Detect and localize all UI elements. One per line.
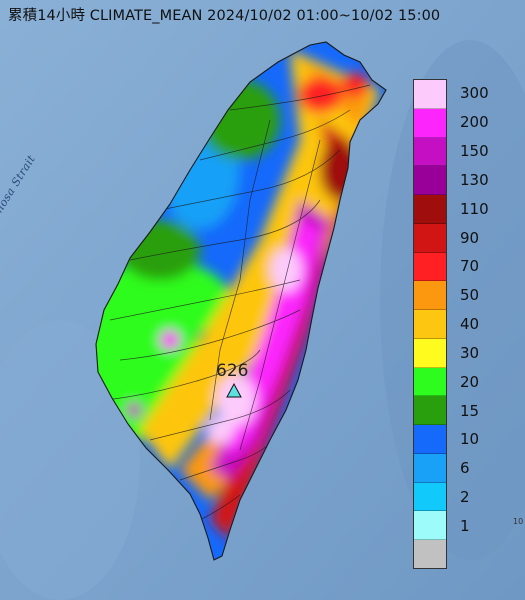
legend-swatch	[414, 425, 446, 454]
legend-swatch	[414, 453, 446, 483]
peak-value-label: 626	[216, 361, 249, 381]
corner-mark: 10	[513, 517, 524, 526]
legend-swatch	[414, 252, 446, 282]
legend-labels: 300 200 150 130 110 90 70 50 40 30 20 15 10 6 2 1	[452, 79, 522, 569]
legend-label: 50	[460, 286, 480, 305]
color-legend	[413, 79, 447, 569]
legend-label: 150	[460, 142, 489, 161]
legend-label: 130	[460, 170, 489, 189]
legend-label	[452, 540, 522, 569]
legend-swatch	[414, 195, 446, 224]
legend-swatch	[414, 166, 446, 196]
legend-label: 40	[460, 315, 480, 334]
legend-label: 10	[460, 430, 480, 449]
legend-swatch	[414, 223, 446, 253]
legend-label: 90	[460, 228, 480, 247]
legend-label: 300	[460, 84, 489, 103]
legend-label: 20	[460, 372, 480, 391]
legend-label: 1	[460, 516, 470, 535]
legend-swatch	[414, 338, 446, 368]
legend-label: 30	[460, 343, 480, 362]
legend-swatch	[414, 310, 446, 339]
legend-label: 110	[460, 199, 489, 218]
legend-swatch	[414, 80, 446, 109]
map-title: 累積14小時 CLIMATE_MEAN 2024/10/02 01:00~10/…	[8, 8, 441, 24]
peak-marker-icon	[226, 382, 242, 398]
legend-swatch	[414, 511, 446, 541]
legend-swatch	[414, 540, 446, 569]
rainfall-field	[96, 42, 386, 560]
legend-swatch	[414, 108, 446, 138]
legend-label: 15	[460, 401, 480, 420]
legend-swatch	[414, 137, 446, 167]
legend-swatch	[414, 367, 446, 397]
legend-swatch	[414, 396, 446, 426]
sea-shading	[0, 320, 140, 600]
legend-label: 6	[460, 459, 470, 478]
legend-swatch	[414, 482, 446, 512]
legend-swatch	[414, 281, 446, 311]
legend-label: 200	[460, 113, 489, 132]
legend-label: 70	[460, 257, 480, 276]
legend-label: 2	[460, 488, 470, 506]
